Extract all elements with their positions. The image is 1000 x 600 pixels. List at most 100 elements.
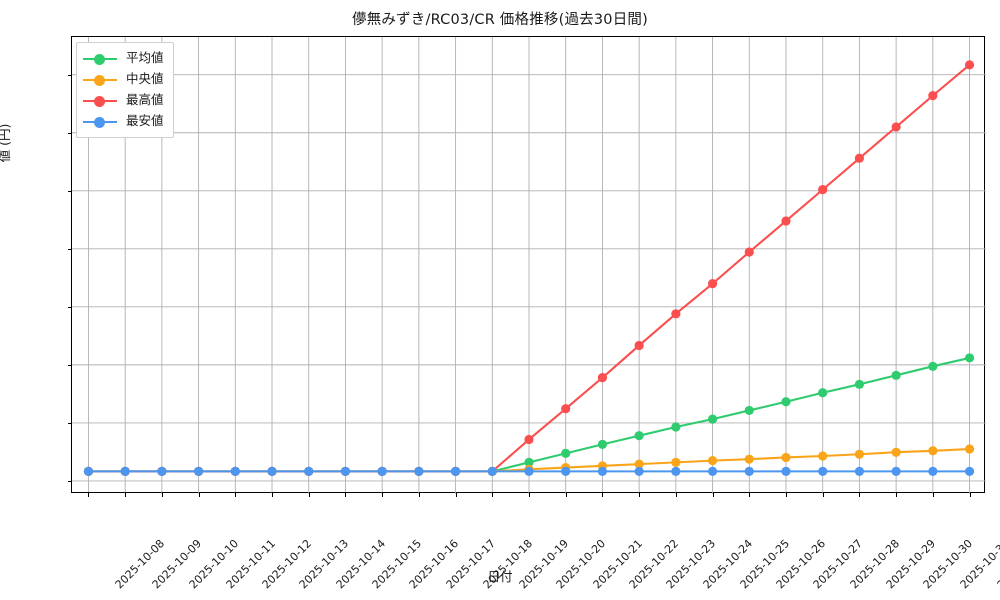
x-tick-mark xyxy=(529,492,530,497)
data-point xyxy=(83,466,94,476)
x-tick-mark xyxy=(88,492,90,497)
data-point xyxy=(854,153,865,163)
data-point xyxy=(818,466,828,476)
data-point xyxy=(634,431,644,441)
x-tick-mark xyxy=(492,492,494,497)
data-point xyxy=(707,456,718,466)
data-point xyxy=(854,379,865,389)
data-point xyxy=(671,309,681,319)
x-tick-mark xyxy=(161,492,163,497)
y-tick-mark xyxy=(67,480,72,482)
data-point xyxy=(671,422,681,432)
data-point xyxy=(597,466,608,476)
data-point xyxy=(193,466,204,476)
data-point xyxy=(964,353,975,363)
data-point xyxy=(671,457,681,467)
x-tick-mark xyxy=(235,492,237,497)
data-point xyxy=(781,466,791,476)
x-tick-mark xyxy=(932,492,934,497)
x-tick-mark xyxy=(675,492,677,497)
data-point xyxy=(744,454,754,464)
data-point xyxy=(818,185,828,195)
data-point xyxy=(744,466,754,476)
data-point xyxy=(707,414,718,424)
x-tick-mark xyxy=(785,492,787,497)
chart-legend[interactable]: 平均値中央値最高値最安値 xyxy=(76,42,174,138)
x-tick-mark xyxy=(198,492,200,497)
x-tick-mark xyxy=(455,492,457,497)
legend-marker-icon xyxy=(83,74,117,86)
data-point xyxy=(744,247,754,257)
data-point xyxy=(781,216,791,226)
y-axis-label: 値 (円) xyxy=(0,123,12,163)
data-point xyxy=(928,446,938,456)
legend-item-2[interactable]: 中央値 xyxy=(83,69,164,90)
plot-area: 010002000300040005000600070002025-10-082… xyxy=(67,36,1000,591)
x-tick-mark xyxy=(565,492,567,497)
data-point xyxy=(781,397,791,407)
data-point xyxy=(634,459,644,469)
y-tick-mark xyxy=(67,306,72,308)
x-tick-mark xyxy=(418,492,420,497)
data-point xyxy=(891,447,901,457)
x-tick-mark xyxy=(125,492,127,497)
legend-marker-icon xyxy=(83,116,117,128)
data-point xyxy=(267,466,277,476)
data-point xyxy=(964,466,975,476)
data-point xyxy=(928,466,938,476)
legend-marker-icon xyxy=(83,95,117,107)
x-tick-mark xyxy=(896,492,898,497)
y-tick-mark xyxy=(67,248,72,250)
data-point xyxy=(964,444,975,454)
x-tick-mark xyxy=(639,492,641,497)
legend-item-4[interactable]: 最安値 xyxy=(83,111,164,132)
data-point xyxy=(818,388,828,398)
data-point xyxy=(781,452,791,463)
legend-label: 最高値 xyxy=(126,92,164,108)
data-point xyxy=(561,404,571,414)
data-point xyxy=(891,466,901,476)
data-point xyxy=(818,451,828,461)
legend-item-1[interactable]: 平均値 xyxy=(83,48,164,69)
y-tick-mark xyxy=(67,74,72,76)
data-point xyxy=(524,457,534,467)
data-point xyxy=(634,466,644,476)
data-point xyxy=(304,466,314,476)
series-line-3 xyxy=(87,63,971,473)
data-point xyxy=(597,373,608,383)
x-tick-mark xyxy=(749,492,751,497)
legend-label: 平均値 xyxy=(126,50,164,66)
data-point xyxy=(634,340,644,351)
y-tick-mark xyxy=(67,422,72,424)
data-point xyxy=(928,91,938,101)
data-point xyxy=(230,466,240,476)
y-tick-mark xyxy=(67,364,72,366)
data-point xyxy=(414,466,424,476)
legend-label: 最安値 xyxy=(126,113,164,129)
data-point xyxy=(671,466,681,476)
data-point xyxy=(964,60,975,70)
legend-item-3[interactable]: 最高値 xyxy=(83,90,164,111)
x-tick-mark xyxy=(712,492,714,497)
x-axis-label: 日付 xyxy=(487,569,513,584)
x-tick-mark xyxy=(969,492,971,497)
data-point xyxy=(157,466,167,476)
x-tick-mark xyxy=(859,492,861,497)
y-tick-mark xyxy=(67,132,72,134)
x-tick-mark xyxy=(345,492,347,497)
data-point xyxy=(891,122,901,132)
data-point xyxy=(340,466,351,476)
x-tick-mark xyxy=(308,492,310,497)
data-point xyxy=(561,466,571,476)
chart-title: 儚無みずき/RC03/CR 価格推移(過去30日間) xyxy=(352,12,648,28)
data-point xyxy=(377,466,387,476)
data-point xyxy=(707,466,718,476)
x-tick-mark xyxy=(382,492,384,497)
legend-label: 中央値 xyxy=(126,71,164,87)
x-tick-mark xyxy=(822,492,824,497)
data-point xyxy=(928,361,938,371)
x-tick-mark xyxy=(602,492,604,497)
data-point xyxy=(524,434,534,445)
x-tick-mark xyxy=(272,492,273,497)
